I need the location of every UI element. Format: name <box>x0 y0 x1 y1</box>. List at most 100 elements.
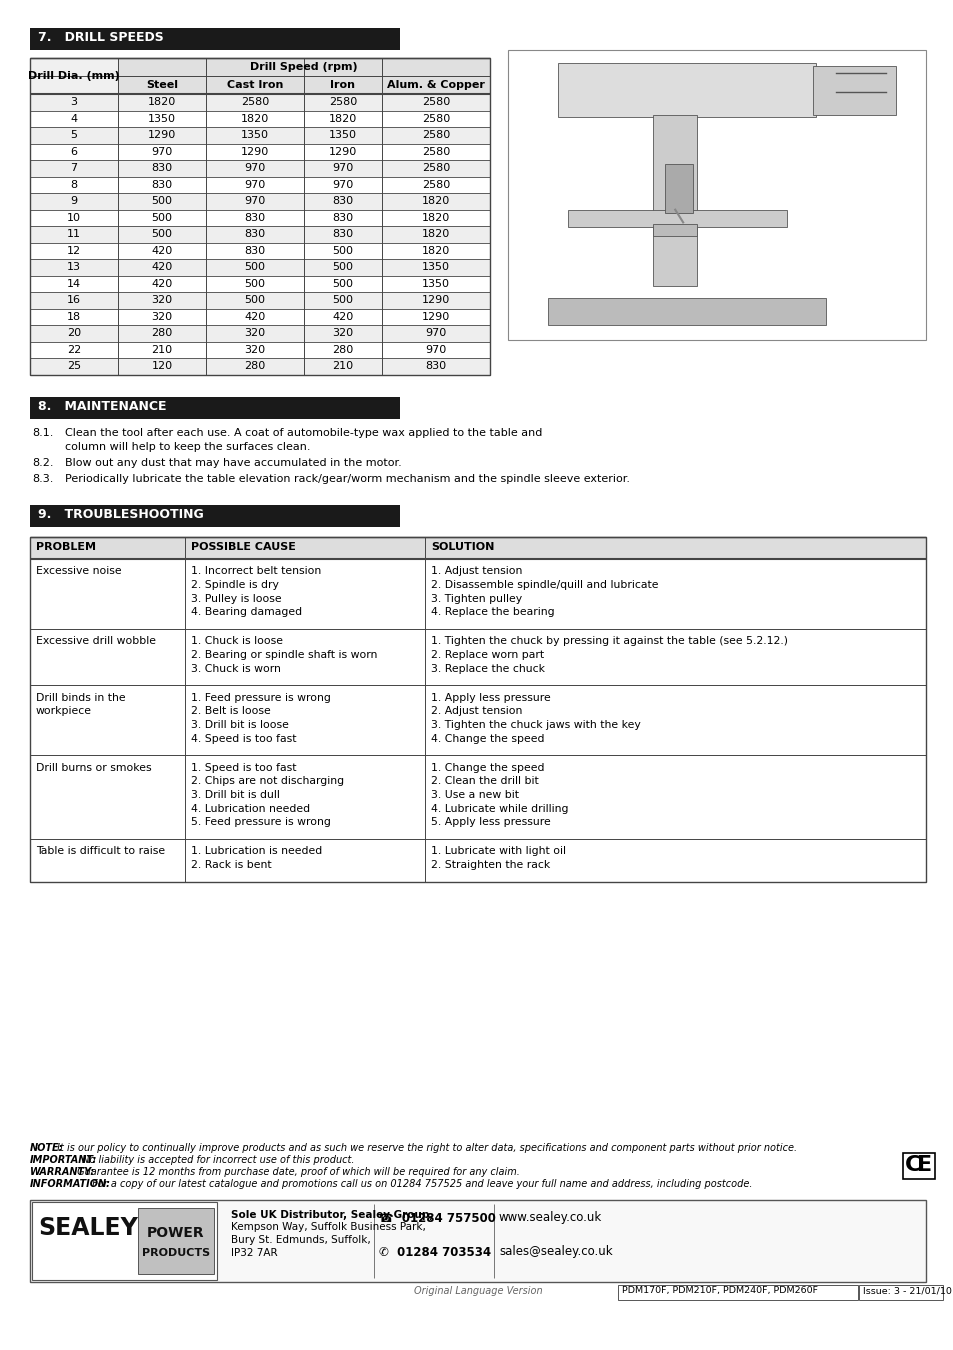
Text: C: C <box>904 1156 921 1174</box>
Bar <box>30 209 490 225</box>
Text: POSSIBLE CAUSE: POSSIBLE CAUSE <box>191 543 295 552</box>
Bar <box>30 358 490 374</box>
Text: 8: 8 <box>71 180 77 190</box>
Text: 2. Replace worn part: 2. Replace worn part <box>431 649 543 660</box>
Bar <box>30 161 490 177</box>
Text: 3. Chuck is worn: 3. Chuck is worn <box>191 663 280 674</box>
Text: 970: 970 <box>332 180 354 190</box>
Text: 8.   MAINTENANCE: 8. MAINTENANCE <box>38 400 167 413</box>
Text: 1820: 1820 <box>421 246 450 255</box>
Bar <box>858 1285 942 1300</box>
Text: 280: 280 <box>152 328 172 339</box>
Text: 830: 830 <box>152 180 172 190</box>
Text: www.sealey.co.uk: www.sealey.co.uk <box>498 1211 601 1224</box>
Bar <box>30 536 925 559</box>
Text: 500: 500 <box>333 262 354 273</box>
Text: 970: 970 <box>244 180 265 190</box>
Text: 1290: 1290 <box>421 312 450 321</box>
Text: 11: 11 <box>67 230 81 239</box>
Text: 1. Lubricate with light oil: 1. Lubricate with light oil <box>431 846 565 856</box>
Text: Steel: Steel <box>146 80 178 90</box>
Bar <box>30 292 490 309</box>
Text: E: E <box>916 1156 931 1174</box>
Bar <box>30 397 399 418</box>
Text: 3. Replace the chuck: 3. Replace the chuck <box>431 663 544 674</box>
Bar <box>381 76 490 95</box>
Text: 1350: 1350 <box>148 113 175 124</box>
Text: 500: 500 <box>333 296 354 305</box>
Text: 500: 500 <box>152 196 172 207</box>
Text: 13: 13 <box>67 262 81 273</box>
Text: 2. Adjust tension: 2. Adjust tension <box>431 706 522 717</box>
Text: 14: 14 <box>67 278 81 289</box>
Text: 1350: 1350 <box>241 130 269 140</box>
Text: 16: 16 <box>67 296 81 305</box>
Text: 1820: 1820 <box>421 196 450 207</box>
Bar <box>30 629 925 684</box>
Text: 2580: 2580 <box>421 97 450 107</box>
Text: 2. Chips are not discharging: 2. Chips are not discharging <box>191 776 344 787</box>
Bar <box>902 1153 934 1179</box>
Text: WARRANTY:: WARRANTY: <box>30 1166 95 1177</box>
Text: 5: 5 <box>71 130 77 140</box>
Text: 420: 420 <box>152 246 172 255</box>
Text: Clean the tool after each use. A coat of automobile-type wax applied to the tabl: Clean the tool after each use. A coat of… <box>65 428 542 439</box>
Text: sales@sealey.co.uk: sales@sealey.co.uk <box>498 1246 612 1258</box>
Bar <box>664 163 693 212</box>
Text: SEALEY: SEALEY <box>38 1216 138 1241</box>
Text: 2. Bearing or spindle shaft is worn: 2. Bearing or spindle shaft is worn <box>191 649 377 660</box>
Text: 2. Spindle is dry: 2. Spindle is dry <box>191 580 278 590</box>
Text: Guarantee is 12 months from purchase date, proof of which will be required for a: Guarantee is 12 months from purchase dat… <box>74 1166 519 1177</box>
Text: 970: 970 <box>244 163 265 173</box>
Bar <box>30 177 490 193</box>
Text: 4. Lubrication needed: 4. Lubrication needed <box>191 803 310 814</box>
Text: 1. Adjust tension: 1. Adjust tension <box>431 567 522 576</box>
Text: 1350: 1350 <box>421 262 450 273</box>
Text: 420: 420 <box>152 262 172 273</box>
Text: 1820: 1820 <box>148 97 176 107</box>
Text: 830: 830 <box>244 246 265 255</box>
Text: 1. Incorrect belt tension: 1. Incorrect belt tension <box>191 567 321 576</box>
Text: 4: 4 <box>71 113 77 124</box>
Bar <box>30 755 925 838</box>
Text: For a copy of our latest catalogue and promotions call us on 01284 757525 and le: For a copy of our latest catalogue and p… <box>89 1179 752 1189</box>
Text: 10: 10 <box>67 213 81 223</box>
Text: Periodically lubricate the table elevation rack/gear/worm mechanism and the spin: Periodically lubricate the table elevati… <box>65 474 629 485</box>
Text: 500: 500 <box>244 296 265 305</box>
Text: 2. Straighten the rack: 2. Straighten the rack <box>431 860 550 869</box>
Bar <box>30 342 490 358</box>
Text: 1820: 1820 <box>421 213 450 223</box>
Text: Cast Iron: Cast Iron <box>227 80 283 90</box>
Bar <box>30 243 490 259</box>
Bar <box>30 838 925 882</box>
Text: workpiece: workpiece <box>36 706 91 717</box>
Text: 2. Disassemble spindle/quill and lubricate: 2. Disassemble spindle/quill and lubrica… <box>431 580 658 590</box>
Bar <box>30 95 490 111</box>
Text: 9.   TROUBLESHOOTING: 9. TROUBLESHOOTING <box>38 508 204 521</box>
Text: 280: 280 <box>244 362 265 371</box>
Bar <box>653 224 697 236</box>
Text: 1820: 1820 <box>240 113 269 124</box>
Text: 1. Feed pressure is wrong: 1. Feed pressure is wrong <box>191 693 331 703</box>
Text: PRODUCTS: PRODUCTS <box>142 1247 210 1258</box>
Text: 3: 3 <box>71 97 77 107</box>
Text: Excessive drill wobble: Excessive drill wobble <box>36 636 156 647</box>
Text: 8.2.: 8.2. <box>32 459 53 468</box>
Text: Issue: 3 - 21/01/10: Issue: 3 - 21/01/10 <box>862 1287 951 1295</box>
Bar <box>206 76 304 95</box>
Bar <box>30 225 490 243</box>
Text: 1290: 1290 <box>421 296 450 305</box>
Bar <box>30 275 490 292</box>
Bar <box>30 325 490 342</box>
Text: 2. Rack is bent: 2. Rack is bent <box>191 860 272 869</box>
Text: 4. Change the speed: 4. Change the speed <box>431 733 544 744</box>
Text: 830: 830 <box>332 213 354 223</box>
Text: 970: 970 <box>244 196 265 207</box>
Text: Sole UK Distributor, Sealey Group,: Sole UK Distributor, Sealey Group, <box>231 1210 433 1220</box>
Bar <box>30 309 490 325</box>
Text: 830: 830 <box>332 196 354 207</box>
Bar <box>30 127 490 143</box>
Text: PROBLEM: PROBLEM <box>36 543 96 552</box>
Bar <box>507 50 925 340</box>
Text: 1820: 1820 <box>329 113 356 124</box>
